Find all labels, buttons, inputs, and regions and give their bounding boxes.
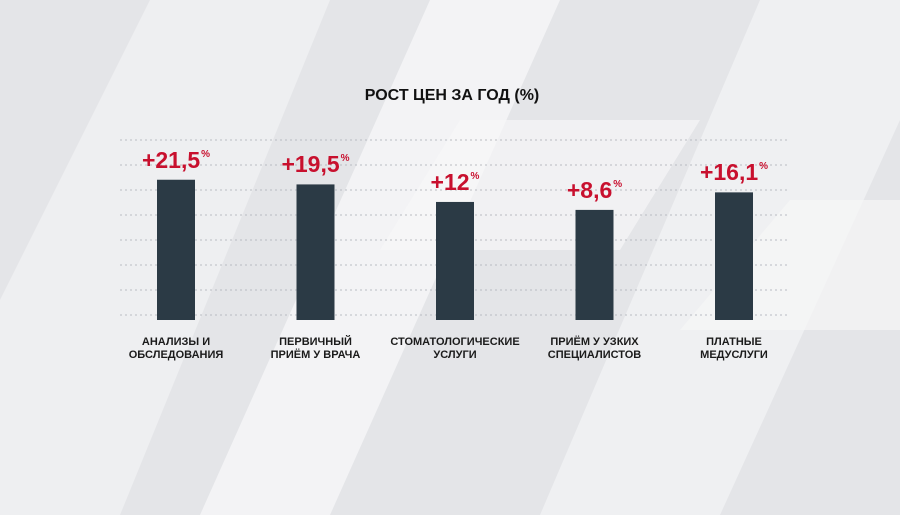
bar: [296, 184, 335, 320]
value-label: +16,1%: [699, 159, 769, 186]
bar: [436, 201, 474, 320]
x-tick-label: СТОМАТОЛОГИЧЕСКИЕ УСЛУГИ: [390, 336, 520, 361]
x-tick-label: ПЛАТНЫЕ МЕДУСЛУГИ: [700, 336, 768, 361]
bar: [575, 209, 614, 320]
bar: [715, 192, 753, 320]
value-label: +19,5%: [281, 151, 350, 178]
value-label: +21,5%: [141, 146, 211, 173]
value-label: +12%: [430, 168, 480, 195]
x-tick-label: ПЕРВИЧНЫЙ ПРИЁМ У ВРАЧА: [270, 336, 361, 361]
x-tick-label: ПРИЁМ У УЗКИХ СПЕЦИАЛИСТОВ: [547, 336, 642, 361]
bar: [157, 179, 195, 320]
x-tick-label: АНАЛИЗЫ И ОБСЛЕДОВАНИЯ: [128, 336, 224, 361]
chart-title: РОСТ ЦЕН ЗА ГОД (%): [364, 87, 540, 104]
value-label: +8,6%: [566, 176, 623, 203]
